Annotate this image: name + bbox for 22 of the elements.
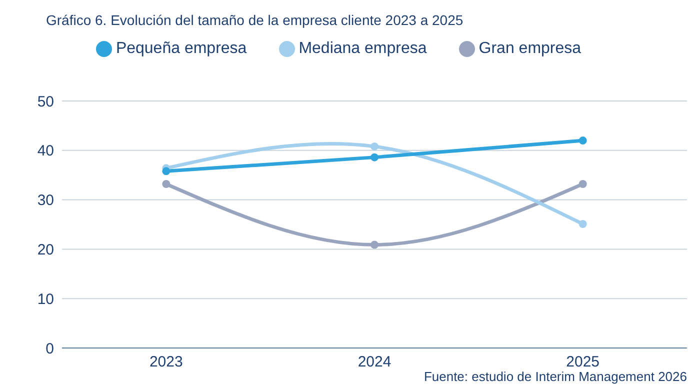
- point: [578, 220, 587, 228]
- y-tick-label: 50: [37, 93, 54, 110]
- legend-label: Mediana empresa: [298, 40, 427, 57]
- point: [370, 142, 378, 150]
- point: [162, 180, 170, 188]
- chart-title: Gráfico 6. Evolución del tamaño de la empresa cliente 2023 a 2025: [46, 12, 464, 28]
- point: [578, 180, 587, 188]
- point: [370, 153, 378, 162]
- point: [578, 136, 587, 145]
- source-note: Fuente: estudio de Interim Management 2026: [424, 369, 687, 384]
- y-tick-label: 10: [37, 290, 54, 308]
- x-tick-label: 2024: [358, 354, 392, 371]
- x-tick-label: 2023: [149, 354, 183, 371]
- legend-label: Gran empresa: [478, 40, 582, 57]
- x-tick-label: 2025: [566, 354, 600, 371]
- y-tick-label: 0: [46, 340, 54, 358]
- legend-label: Pequeña empresa: [116, 40, 247, 57]
- point: [162, 167, 170, 176]
- y-tick-label: 30: [37, 192, 54, 210]
- y-tick-label: 40: [37, 142, 54, 160]
- y-tick-label: 20: [37, 242, 54, 259]
- point: [370, 240, 378, 249]
